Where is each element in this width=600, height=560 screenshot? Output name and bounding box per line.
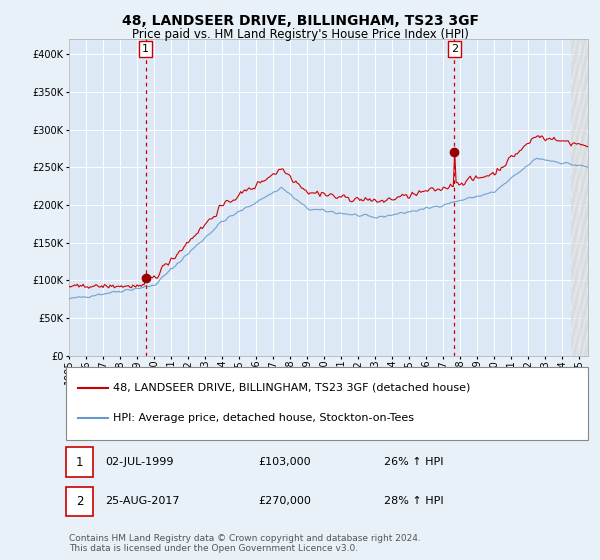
Text: 25-AUG-2017: 25-AUG-2017 (105, 496, 179, 506)
Text: 26% ↑ HPI: 26% ↑ HPI (384, 457, 443, 467)
Text: 2: 2 (451, 44, 458, 54)
Text: 02-JUL-1999: 02-JUL-1999 (105, 457, 173, 467)
Text: 1: 1 (76, 455, 83, 469)
Text: 48, LANDSEER DRIVE, BILLINGHAM, TS23 3GF (detached house): 48, LANDSEER DRIVE, BILLINGHAM, TS23 3GF… (113, 382, 470, 393)
Text: Contains HM Land Registry data © Crown copyright and database right 2024.
This d: Contains HM Land Registry data © Crown c… (69, 534, 421, 553)
Bar (571, 39, 588, 356)
Text: 28% ↑ HPI: 28% ↑ HPI (384, 496, 443, 506)
Text: 2: 2 (76, 494, 83, 508)
Text: 48, LANDSEER DRIVE, BILLINGHAM, TS23 3GF: 48, LANDSEER DRIVE, BILLINGHAM, TS23 3GF (121, 14, 479, 28)
Text: HPI: Average price, detached house, Stockton-on-Tees: HPI: Average price, detached house, Stoc… (113, 413, 414, 423)
Text: £103,000: £103,000 (258, 457, 311, 467)
Text: 1: 1 (142, 44, 149, 54)
Text: Price paid vs. HM Land Registry's House Price Index (HPI): Price paid vs. HM Land Registry's House … (131, 28, 469, 41)
Text: £270,000: £270,000 (258, 496, 311, 506)
